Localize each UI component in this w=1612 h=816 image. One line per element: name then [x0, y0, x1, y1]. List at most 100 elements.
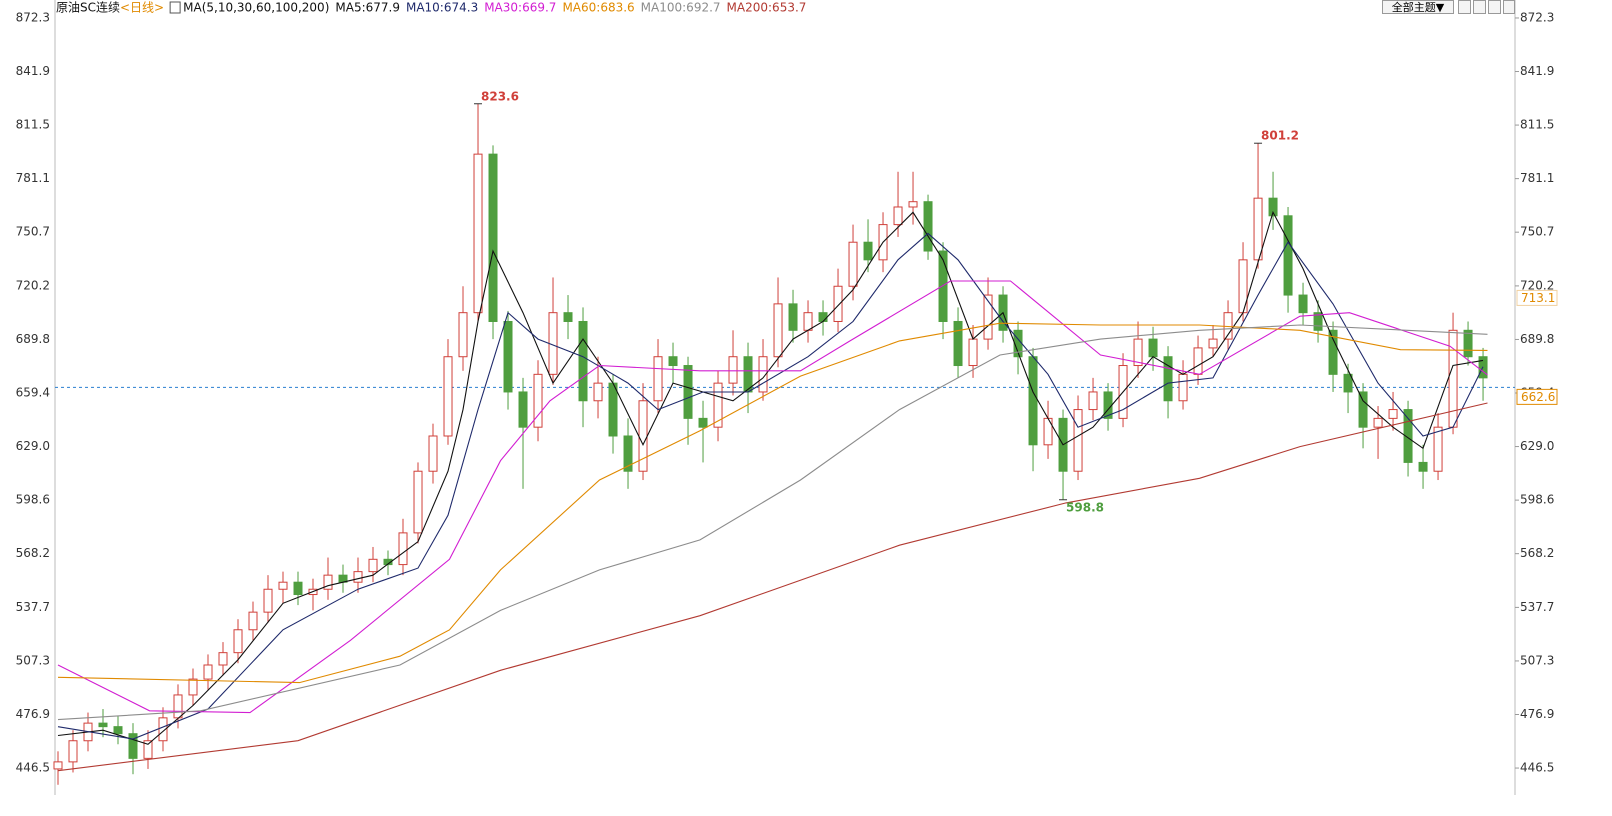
candle: [1298, 282, 1308, 326]
y-tick-label: 598.6: [16, 493, 50, 507]
candle-body: [1343, 373, 1353, 393]
candle-body: [368, 558, 378, 573]
candle: [98, 709, 108, 738]
candle-body: [713, 382, 723, 428]
y-tick-label: 811.5: [16, 118, 50, 132]
candle: [1238, 242, 1248, 322]
candle-body: [173, 694, 183, 719]
candle-body: [293, 581, 303, 596]
candle: [353, 557, 363, 593]
candle: [1268, 171, 1278, 230]
ma-line: [57, 280, 1488, 714]
header-text: MA100:692.7: [641, 1, 721, 15]
y-tick-label-right: 689.8: [1520, 332, 1554, 346]
candle: [248, 601, 258, 641]
candle: [923, 194, 933, 260]
candle: [68, 730, 78, 773]
tool-icon[interactable]: [1488, 0, 1501, 14]
candle: [938, 242, 948, 340]
candle-body: [398, 532, 408, 566]
candle-body: [578, 320, 588, 402]
candle: [113, 716, 123, 745]
y-tick-label: 750.7: [16, 225, 50, 239]
candle: [788, 289, 798, 343]
candle: [953, 307, 963, 378]
header: 原油SC连续 <日线> MA(5,10,30,60,100,200) MA5:677.…: [56, 0, 806, 15]
candle-body: [128, 733, 138, 759]
candle-body: [188, 678, 198, 696]
candle-body: [1028, 356, 1038, 446]
candle: [563, 295, 573, 340]
candle-body: [1163, 356, 1173, 402]
tool-icon[interactable]: [1503, 0, 1515, 14]
theme-button[interactable]: 全部主题▼: [1382, 0, 1454, 14]
candle-body: [608, 382, 618, 437]
tool-icon[interactable]: [1473, 0, 1486, 14]
candle-body: [698, 417, 708, 428]
candle: [1418, 444, 1428, 489]
candle-body: [158, 717, 168, 742]
candle-body: [863, 241, 873, 261]
y-tick-label-right: 720.2: [1520, 278, 1554, 292]
candle: [1223, 300, 1233, 350]
candle-body: [458, 312, 468, 358]
y-tick-label-right: 750.7: [1520, 225, 1554, 239]
candle: [428, 423, 438, 484]
candle-body: [203, 664, 213, 680]
y-tick-label: 537.7: [16, 600, 50, 614]
candle-body: [248, 611, 258, 631]
candle: [293, 571, 303, 606]
y-tick-label-right: 781.1: [1520, 171, 1554, 185]
candle: [473, 103, 483, 322]
candle: [1088, 377, 1098, 421]
candle-body: [53, 761, 63, 770]
candle-body: [68, 740, 78, 763]
y-tick-label-right: 811.5: [1520, 118, 1554, 132]
header-text: MA200:653.7: [727, 1, 807, 15]
y-tick-label-right: 841.9: [1520, 64, 1554, 78]
candle-body: [1448, 329, 1458, 428]
candle: [398, 518, 408, 576]
candle: [893, 171, 903, 237]
candle: [908, 171, 918, 225]
candle-body: [428, 435, 438, 472]
candle: [653, 339, 663, 414]
candle-body: [413, 470, 423, 534]
price-label: 662.6: [1521, 390, 1555, 404]
candle: [413, 462, 423, 544]
y-tick-label: 568.2: [16, 546, 50, 560]
y-tick-label-right: 537.7: [1520, 600, 1554, 614]
candle-body: [143, 740, 153, 759]
candle: [143, 730, 153, 769]
header-text: MA10:674.3: [406, 1, 478, 15]
ma-line: [57, 324, 1488, 721]
tool-icon[interactable]: [1458, 0, 1471, 14]
candle: [53, 751, 63, 785]
candle-body: [518, 391, 528, 428]
candle: [1028, 347, 1038, 472]
candle-body: [653, 356, 663, 402]
candle-body: [1073, 409, 1083, 472]
candle: [1163, 346, 1173, 419]
candle: [323, 557, 333, 600]
candle-body: [923, 201, 933, 252]
candle: [713, 370, 723, 442]
y-tick-label: 629.0: [16, 439, 50, 453]
candle-body: [533, 373, 543, 428]
candle-body: [503, 320, 513, 393]
candle-body: [563, 312, 573, 322]
y-tick-label: 689.8: [16, 332, 50, 346]
candle: [1433, 413, 1443, 481]
candle-body: [1193, 347, 1203, 375]
candle: [308, 578, 318, 611]
candle: [533, 360, 543, 442]
candle-body: [1178, 373, 1188, 402]
price-label-box: [1516, 388, 1558, 405]
ma-line: [57, 210, 1484, 745]
candle-body: [473, 153, 483, 314]
candle: [443, 339, 453, 445]
header-text: <日线>: [120, 1, 164, 15]
extreme-label: 823.6: [481, 89, 519, 103]
